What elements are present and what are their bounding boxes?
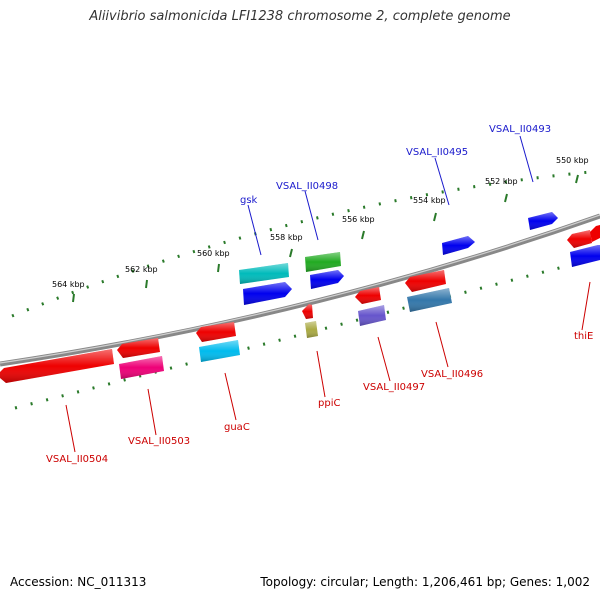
backbone-highlight [0,214,600,364]
feature-VSAL_II0497-analysis[interactable] [358,305,386,326]
genome-stats-text: Topology: circular; Length: 1,206,461 bp… [260,575,590,589]
connector-ppiC [316,350,326,398]
scale-label: 560 kbp [197,249,230,258]
feature-guaC[interactable] [196,322,236,342]
inner-tick-ring [14,258,591,410]
major-tick [504,193,508,203]
connector-gsk [247,204,262,256]
connector-VSAL_II0496 [435,321,449,368]
connector-VSAL_II0498 [304,190,319,241]
gene-label: thiE [574,331,593,342]
scale-label: 558 kbp [270,233,303,242]
scale-label: 550 kbp [556,156,589,165]
feature-VSAL_II0503-analysis[interactable] [119,356,164,379]
label-connectors [65,135,591,453]
feature-VSAL_II0497[interactable] [355,287,381,304]
forward-features [239,212,600,305]
feature-VSAL_II0496[interactable] [405,270,446,292]
major-tick [217,263,220,273]
connector-VSAL_II0493 [519,135,534,183]
feature-VSAL_II0504[interactable] [0,349,114,383]
gene-label: VSAL_II0503 [128,436,190,447]
outer-tick-ring [11,170,591,318]
gene-label: VSAL_II0495 [406,147,468,158]
feature-gsk[interactable] [243,282,292,305]
feature-VSAL_II0503[interactable] [117,338,160,358]
feature-VSAL_II0495[interactable] [442,236,475,255]
feature-gsk-analysis[interactable] [239,263,289,284]
scale-labels: 550 kbp 552 kbp 554 kbp 556 kbp 558 kbp … [52,156,589,289]
gene-label: VSAL_II0504 [46,454,108,465]
scale-label: 554 kbp [413,196,446,205]
major-tick [433,212,437,222]
gene-label: ppiC [318,398,340,409]
gene-labels: VSAL_II0493 VSAL_II0495 VSAL_II0498 gsk … [46,124,593,465]
reverse-features [0,225,600,383]
feature-VSAL_II0493[interactable] [528,212,558,230]
major-tick [145,279,148,289]
major-tick [361,230,365,240]
feature-ppiC[interactable] [302,304,313,319]
feature-thiE-reverse[interactable] [567,225,600,248]
connector-VSAL_II0503 [147,388,157,436]
major-tick [575,174,579,184]
backbone [0,213,600,367]
map-title: Aliivibrio salmonicida LFI1238 chromosom… [89,9,511,24]
gene-label: VSAL_II0493 [489,124,551,135]
gene-label: VSAL_II0497 [363,382,425,393]
gene-label: VSAL_II0498 [276,181,338,192]
feature-VSAL_II0498-analysis[interactable] [305,252,341,272]
feature-ppiC-analysis[interactable] [305,321,318,338]
scale-label: 562 kbp [125,265,158,274]
scale-label: 564 kbp [52,280,85,289]
feature-guaC-analysis[interactable] [199,340,240,362]
major-tick [289,248,293,258]
feature-VSAL_II0496-analysis[interactable] [407,288,452,312]
major-ticks [72,174,579,303]
major-tick [72,293,75,303]
connector-VSAL_II0495 [434,157,450,206]
accession-text: Accession: NC_011313 [10,575,147,589]
connector-VSAL_II0497 [377,336,391,382]
scale-label: 552 kbp [485,177,518,186]
connector-VSAL_II0504 [65,404,76,453]
feature-thiE[interactable] [570,245,600,267]
gene-label: guaC [224,422,250,433]
gene-label: VSAL_II0496 [421,369,483,380]
gene-label: gsk [240,195,258,206]
feature-VSAL_II0498[interactable] [310,270,344,289]
connector-thiE [581,281,591,331]
connector-guaC [224,372,237,421]
scale-label: 556 kbp [342,215,375,224]
